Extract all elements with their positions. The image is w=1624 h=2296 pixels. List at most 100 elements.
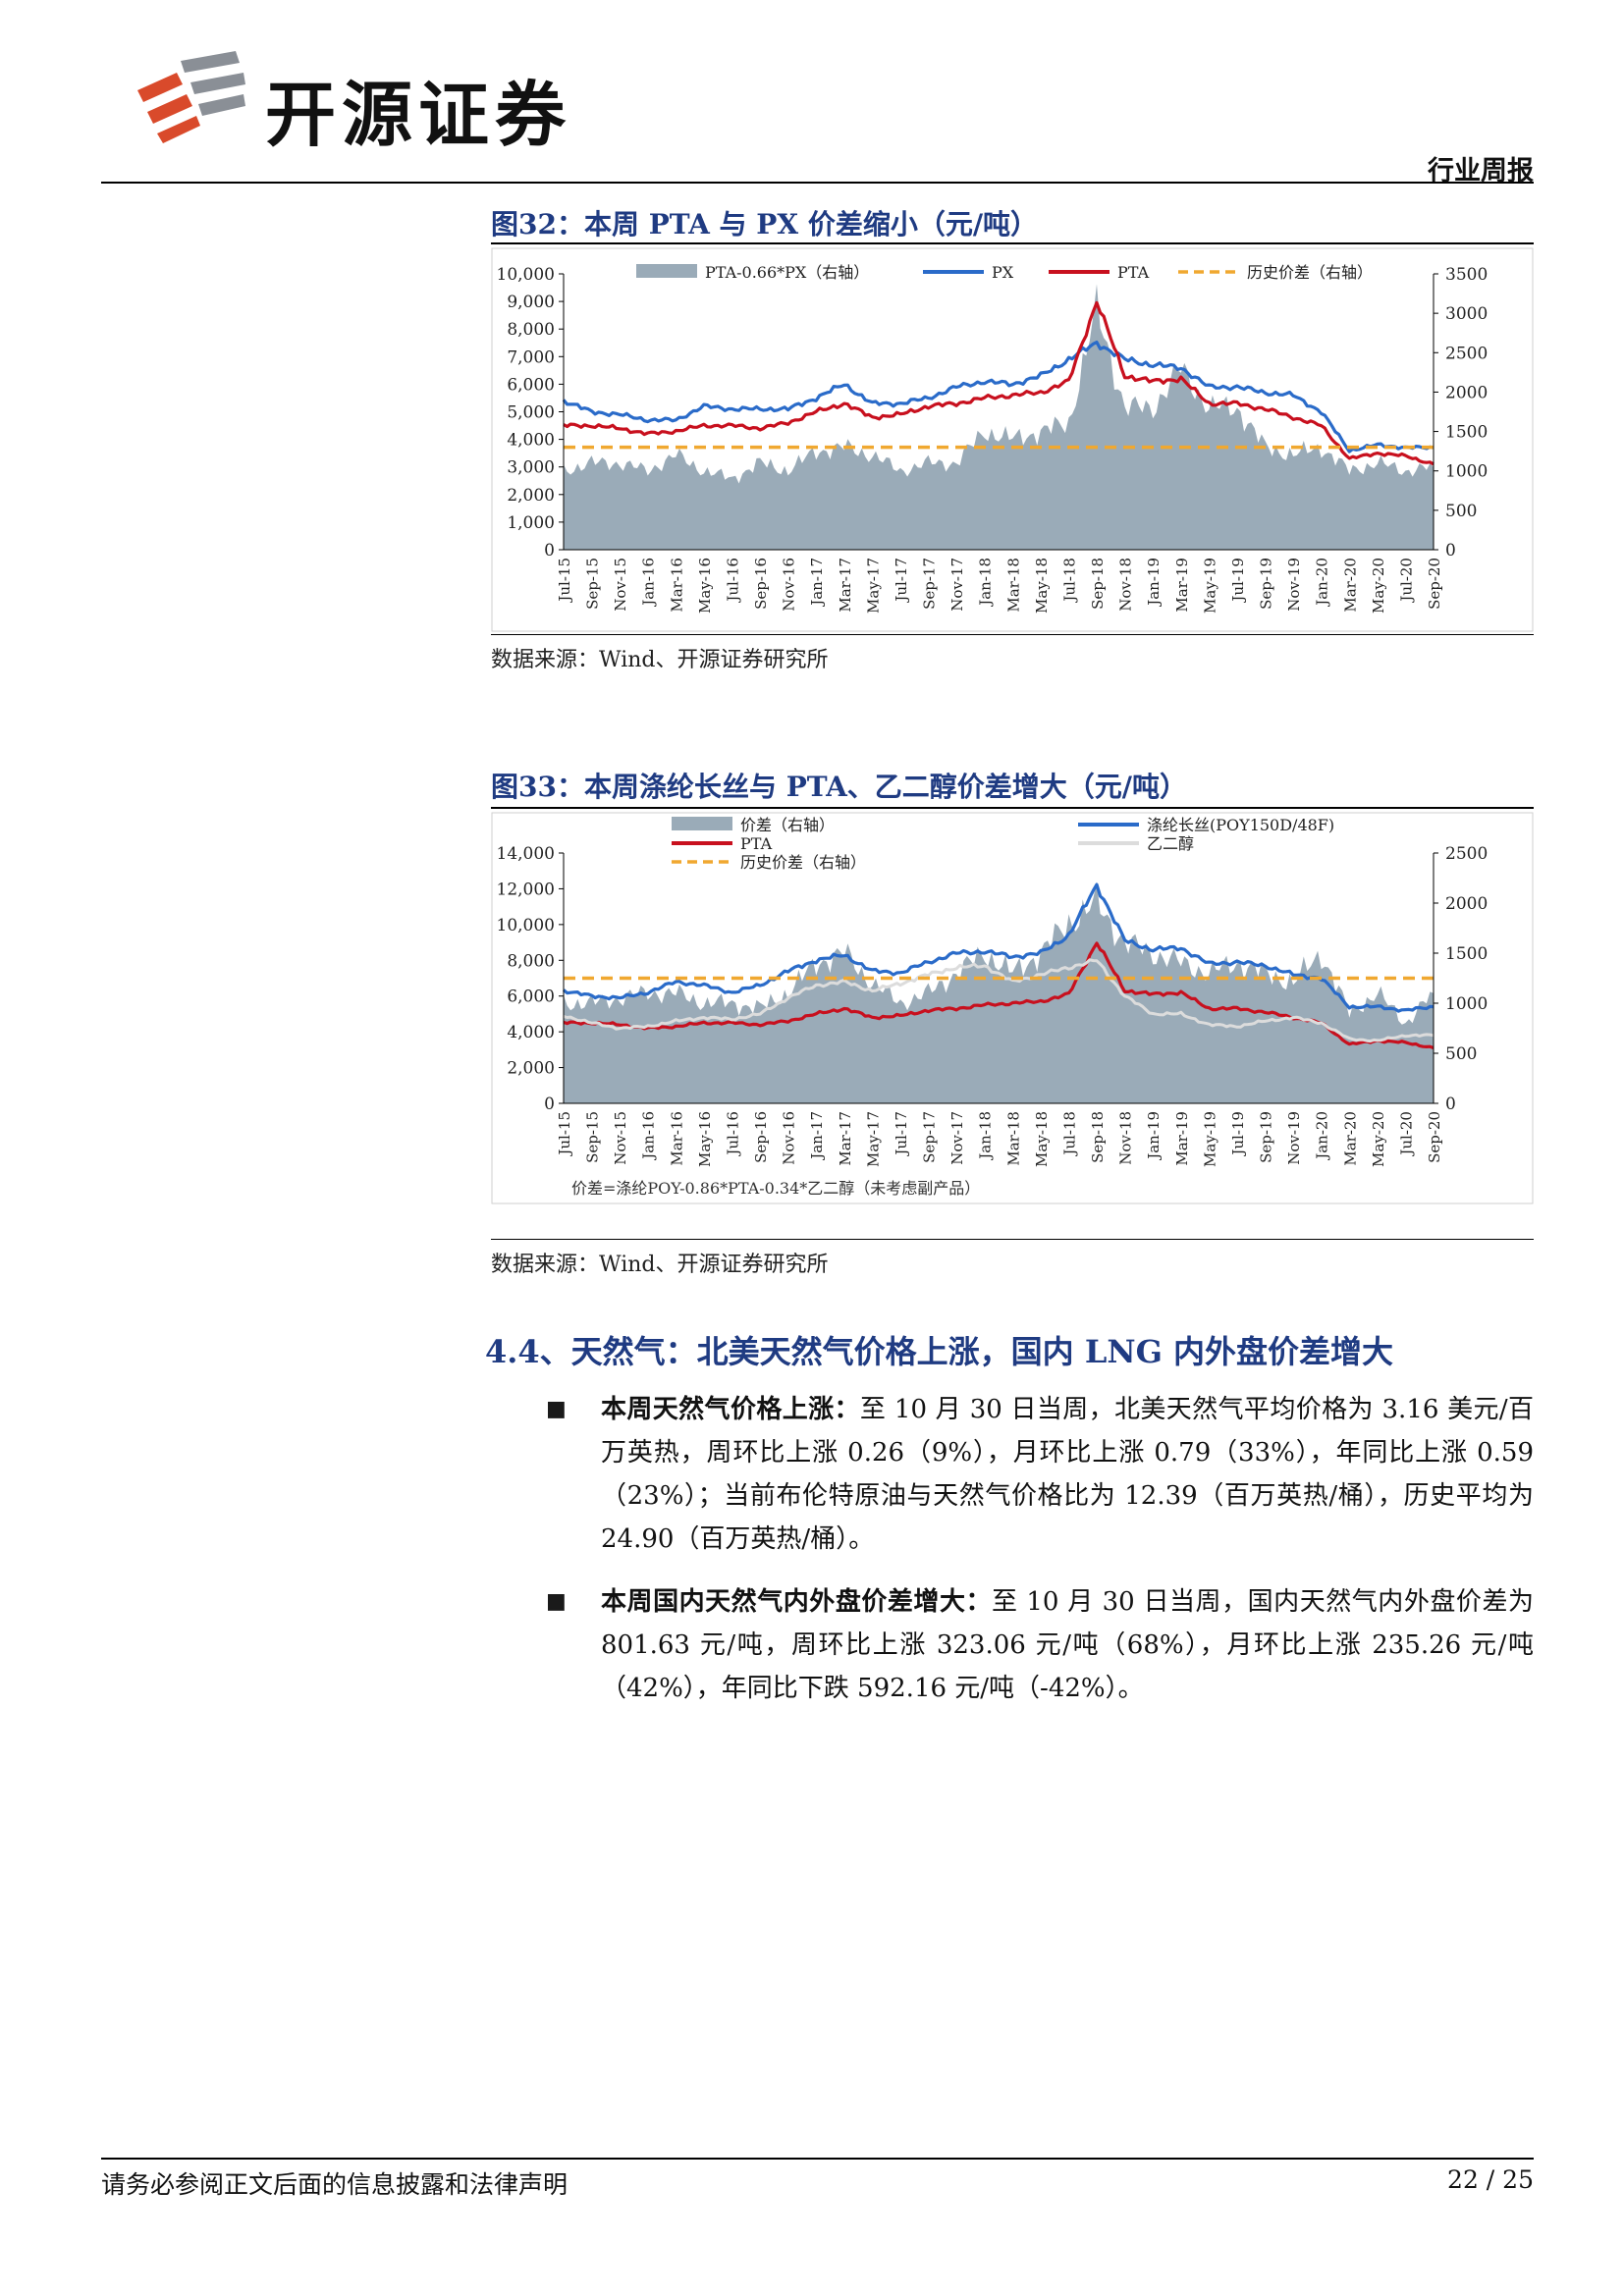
x-tick-label: Jul-19 [1229,558,1247,604]
y-right-tick-label: 2000 [1445,894,1488,914]
x-tick-label: Sep-19 [1258,1111,1275,1163]
figure33-note: 价差=涤纶POY-0.86*PTA-0.34*乙二醇（未考虑副产品） [571,1179,980,1198]
x-tick-label: Mar-18 [1004,558,1022,613]
y-right-tick-label: 2000 [1445,383,1488,402]
y-right-tick-label: 3500 [1445,265,1488,285]
x-tick-label: Jul-16 [724,1111,741,1157]
y-left-tick-label: 6,000 [507,988,555,1007]
y-right-tick-label: 0 [1445,541,1456,561]
figure33-chart: 14,000 12,000 10,000 8,000 6,000 4,000 2,000 0 2… [491,812,1534,1204]
x-tick-label: Sep-16 [752,1111,770,1163]
figure33-title: 图33：本周涤纶长丝与 PTA、乙二醇价差增大（元/吨） [491,771,1188,803]
y-left-tick-label: 4,000 [507,431,555,451]
figure32-bottom-rule [491,634,1534,635]
figure32-top-rule [491,242,1534,244]
x-tick-label: Sep-16 [752,558,770,610]
x-tick-label: Sep-17 [921,1111,939,1163]
bullet-marker-icon: ■ [546,1397,567,1421]
y-left-tick-label: 6,000 [507,375,555,395]
x-tick-label: Jul-17 [893,1111,910,1157]
y-left-tick-label: 0 [544,1095,555,1114]
x-tick-label: Jul-15 [556,558,573,604]
figure32-title: 图32：本周 PTA 与 PX 价差缩小（元/吨） [491,208,1039,240]
y-left-tick-label: 1,000 [507,513,555,533]
x-tick-label: May-16 [696,558,714,614]
series-line-meg [563,958,1435,1043]
x-tick-label: Jan-16 [640,558,658,608]
x-tick-label: Sep-18 [1089,558,1107,610]
footer-disclaimer: 请务必参阅正文后面的信息披露和法律声明 [101,2170,568,2199]
x-tick-label: Jan-20 [1314,558,1331,608]
x-tick-label: Nov-17 [948,558,966,612]
x-tick-label: Mar-16 [668,558,685,613]
x-tick-label: Jul-17 [893,558,910,604]
x-tick-label: Jan-19 [1145,1111,1163,1161]
x-tick-label: Jul-18 [1060,558,1078,604]
x-tick-label: May-20 [1370,1111,1387,1167]
x-tick-label: Jan-18 [977,558,995,608]
x-tick-label: Sep-20 [1426,1111,1443,1163]
y-left-tick-label: 0 [544,541,555,561]
chart-frame [491,247,1534,632]
x-tick-label: Mar-17 [837,558,854,613]
x-tick-label: Nov-15 [612,558,629,612]
figure33-source: 数据来源：Wind、开源证券研究所 [491,1253,829,1277]
page-number: 22 / 25 [1447,2165,1534,2194]
y-right-tick-label: 1000 [1445,462,1488,482]
y-right-tick-label: 1000 [1445,994,1488,1014]
legend-label: 价差（右轴） [740,816,835,834]
series-line-pta [563,300,1435,466]
x-tick-label: May-19 [1201,558,1218,614]
bullet-2-text: 至 10 月 30 日当周，国内天然气内外盘价差为 801.63 元/吨，周环比… [601,1587,1534,1703]
x-tick-label: Sep-20 [1426,558,1443,610]
y-left-tick-label: 7,000 [507,347,555,367]
x-tick-label: Sep-15 [584,558,602,610]
y-left-tick-label: 14,000 [497,844,555,864]
series-line-px [562,341,1435,454]
y-left-tick-label: 9,000 [507,293,555,312]
legend-swatch [672,817,732,830]
figure32-source: 数据来源：Wind、开源证券研究所 [491,648,829,672]
spread-area [564,881,1434,1103]
x-tick-label: Sep-15 [584,1111,602,1163]
bullet-2-lead: 本周国内天然气内外盘价差增大： [601,1587,993,1617]
y-right-tick-label: 2500 [1445,344,1488,363]
footer-divider [101,2158,1534,2160]
y-left-tick-label: 8,000 [507,320,555,340]
y-right-tick-label: 1500 [1445,944,1488,964]
x-tick-label: Nov-17 [948,1111,966,1165]
series-line-poy [562,882,1435,1013]
report-type: 行业周报 [1428,156,1534,187]
bullet-paragraph-2: 本周国内天然气内外盘价差增大：至 10 月 30 日当周，国内天然气内外盘价差为… [601,1580,1534,1710]
company-logo [137,51,245,144]
figure33-bottom-rule [491,1239,1534,1240]
x-tick-label: Jan-18 [977,1111,995,1161]
y-right-tick-label: 1500 [1445,423,1488,443]
company-name: 开源证券 [265,74,572,156]
series-line-pta [563,941,1435,1050]
bullet-1-text: 至 10 月 30 日当周，北美天然气平均价格为 3.16 美元/百万英热，周环… [601,1395,1534,1554]
x-tick-label: Sep-17 [921,558,939,610]
section-heading: 4.4、天然气：北美天然气价格上涨，国内 LNG 内外盘价差增大 [485,1333,1394,1370]
y-left-tick-label: 3,000 [507,458,555,478]
x-tick-label: Mar-18 [1004,1111,1022,1166]
figure33-top-rule [491,807,1534,809]
x-tick-label: May-19 [1201,1111,1218,1167]
x-tick-label: May-17 [864,1111,882,1167]
x-tick-label: Nov-16 [781,558,798,612]
x-tick-label: Mar-17 [837,1111,854,1166]
legend-label: PX [992,263,1014,282]
legend-label: PTA-0.66*PX（右轴） [705,263,869,282]
y-right-tick-label: 3000 [1445,304,1488,324]
legend-label: PTA [1117,263,1150,282]
y-right-tick-label: 0 [1445,1095,1456,1114]
header-divider [101,182,1534,184]
legend-label: 历史价差（右轴） [1247,263,1373,282]
y-left-tick-label: 8,000 [507,951,555,971]
x-tick-label: Jul-16 [724,558,741,604]
y-right-tick-label: 500 [1445,1044,1477,1064]
x-tick-label: Jan-19 [1145,558,1163,608]
x-tick-label: Jan-20 [1314,1111,1331,1161]
x-tick-label: Jul-19 [1229,1111,1247,1157]
bullet-1-lead: 本周天然气价格上涨： [601,1395,860,1424]
